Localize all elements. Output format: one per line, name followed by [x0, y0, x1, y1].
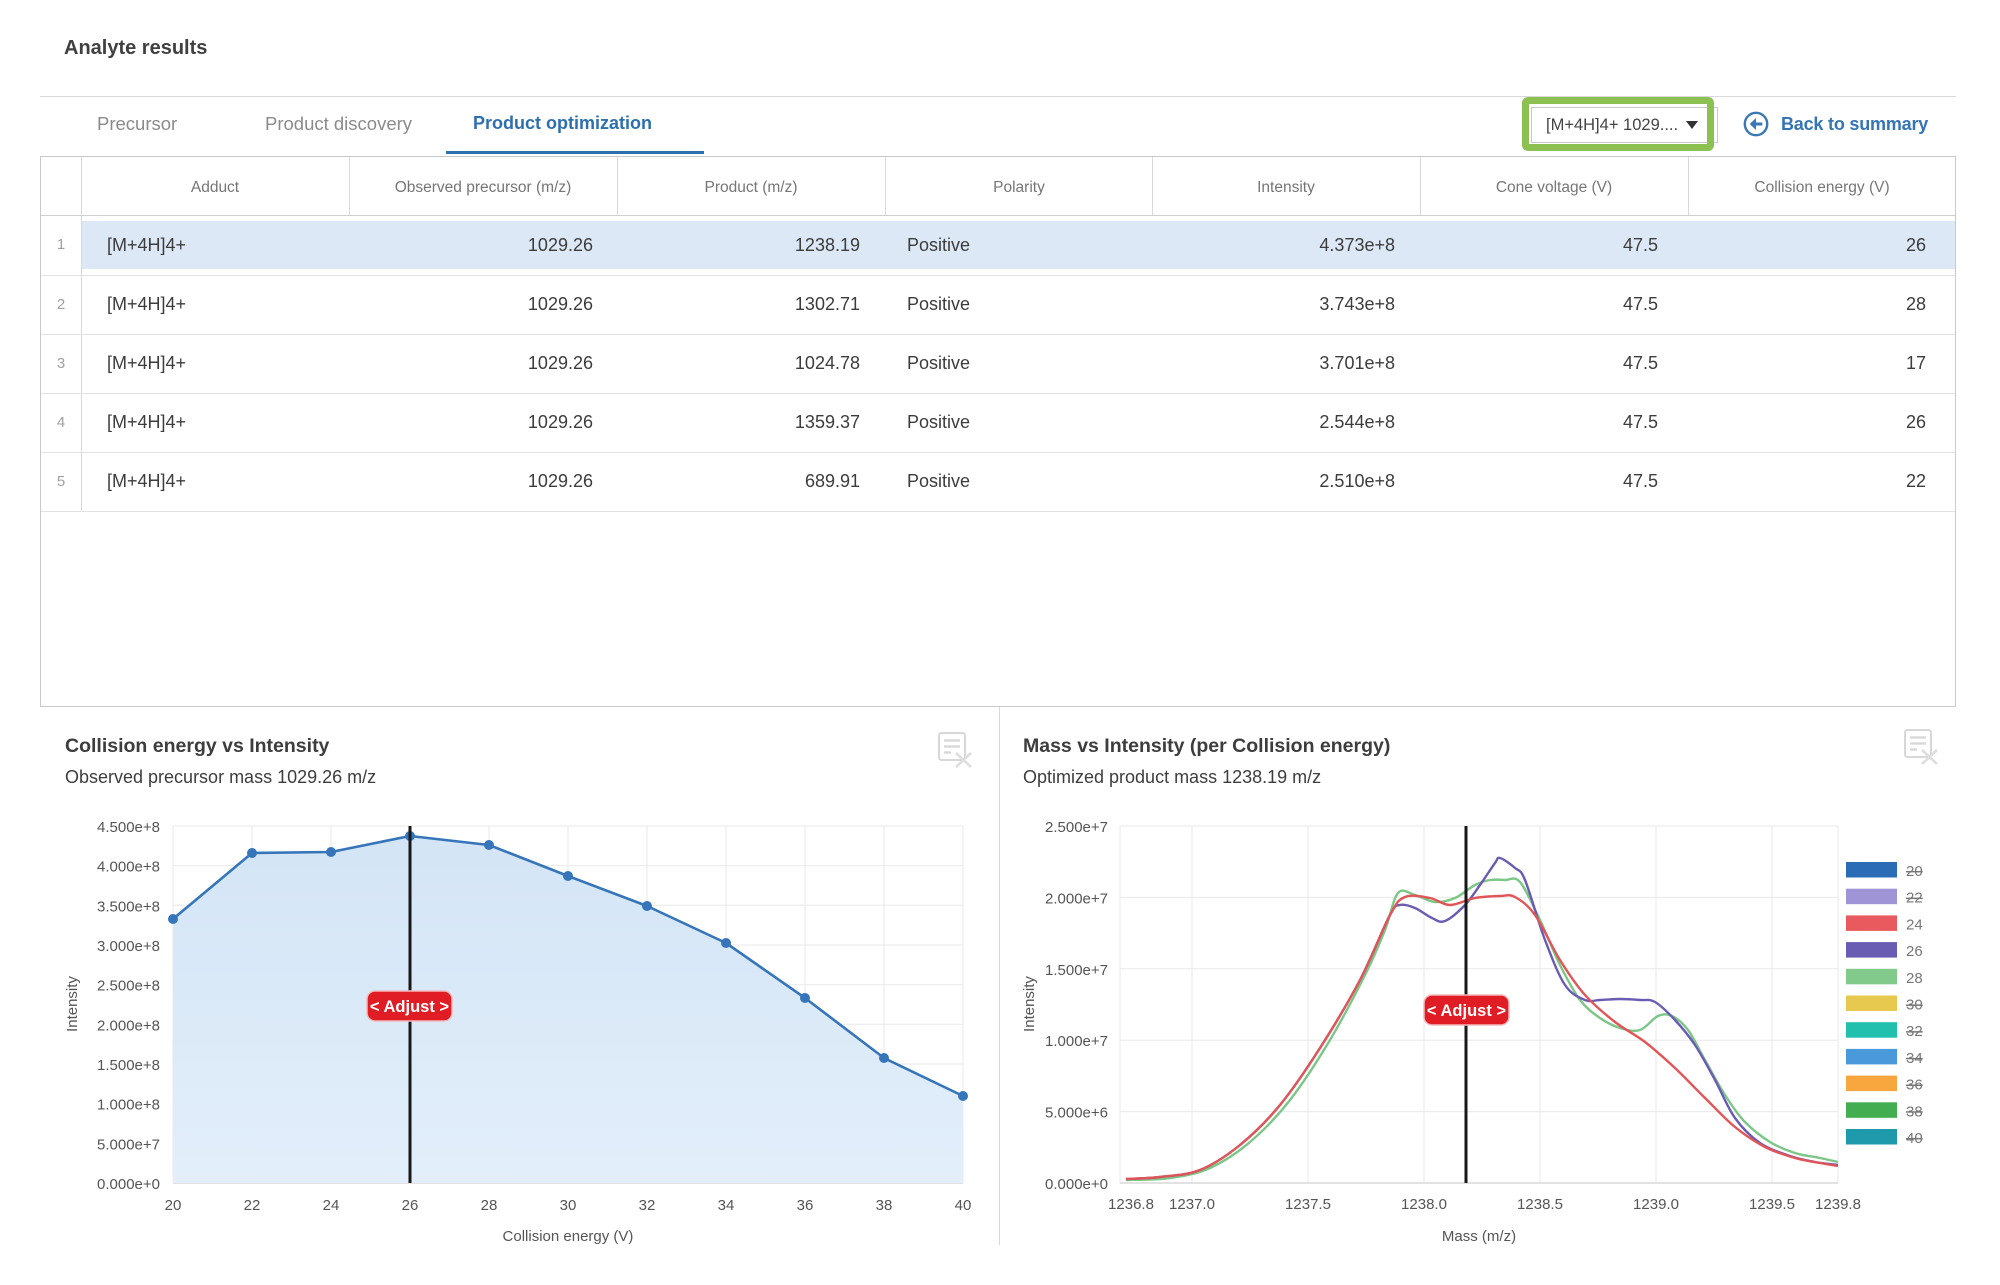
svg-text:20: 20	[1906, 863, 1923, 880]
svg-text:24: 24	[323, 1197, 340, 1214]
svg-text:1239.8: 1239.8	[1815, 1196, 1861, 1213]
svg-text:1239.5: 1239.5	[1749, 1196, 1795, 1213]
svg-text:40: 40	[955, 1197, 972, 1214]
svg-text:20: 20	[165, 1197, 182, 1214]
svg-text:< Adjust >: < Adjust >	[1427, 1002, 1506, 1020]
svg-text:26: 26	[1906, 943, 1923, 960]
svg-text:38: 38	[1906, 1103, 1923, 1120]
svg-text:Collision energy (V): Collision energy (V)	[503, 1228, 634, 1245]
svg-text:34: 34	[1906, 1050, 1923, 1067]
svg-text:40: 40	[1906, 1130, 1923, 1147]
svg-text:22: 22	[1906, 890, 1923, 907]
svg-text:4.500e+8: 4.500e+8	[97, 819, 160, 836]
svg-text:1.500e+7: 1.500e+7	[1045, 962, 1108, 979]
svg-text:32: 32	[1906, 1023, 1923, 1040]
svg-text:3.000e+8: 3.000e+8	[97, 938, 160, 955]
svg-text:2.500e+7: 2.500e+7	[1045, 819, 1108, 836]
svg-text:1237.5: 1237.5	[1285, 1196, 1331, 1213]
svg-text:28: 28	[481, 1197, 498, 1214]
svg-text:24: 24	[1906, 916, 1923, 933]
svg-text:2.500e+8: 2.500e+8	[97, 978, 160, 995]
svg-text:30: 30	[1906, 997, 1923, 1014]
svg-text:Mass (m/z): Mass (m/z)	[1442, 1228, 1516, 1245]
svg-text:1236.8: 1236.8	[1108, 1196, 1154, 1213]
svg-text:1238.5: 1238.5	[1517, 1196, 1563, 1213]
svg-text:1.500e+8: 1.500e+8	[97, 1057, 160, 1074]
svg-text:1.000e+7: 1.000e+7	[1045, 1033, 1108, 1050]
svg-text:2.000e+8: 2.000e+8	[97, 1017, 160, 1034]
svg-text:5.000e+7: 5.000e+7	[97, 1136, 160, 1153]
svg-text:3.500e+8: 3.500e+8	[97, 898, 160, 915]
svg-text:1.000e+8: 1.000e+8	[97, 1097, 160, 1114]
svg-text:0.000e+0: 0.000e+0	[97, 1176, 160, 1193]
svg-text:2.000e+7: 2.000e+7	[1045, 890, 1108, 907]
svg-text:0.000e+0: 0.000e+0	[1045, 1176, 1108, 1193]
svg-text:4.000e+8: 4.000e+8	[97, 859, 160, 876]
svg-text:36: 36	[797, 1197, 814, 1214]
svg-text:22: 22	[244, 1197, 261, 1214]
svg-text:Intensity: Intensity	[1021, 976, 1038, 1032]
svg-text:32: 32	[639, 1197, 656, 1214]
svg-text:28: 28	[1906, 970, 1923, 987]
svg-text:26: 26	[402, 1197, 419, 1214]
svg-text:34: 34	[718, 1197, 735, 1214]
svg-text:1239.0: 1239.0	[1633, 1196, 1679, 1213]
svg-text:< Adjust >: < Adjust >	[370, 998, 449, 1016]
svg-text:5.000e+6: 5.000e+6	[1045, 1105, 1108, 1122]
svg-text:30: 30	[560, 1197, 577, 1214]
svg-text:36: 36	[1906, 1077, 1923, 1094]
svg-text:1237.0: 1237.0	[1169, 1196, 1215, 1213]
svg-text:38: 38	[876, 1197, 893, 1214]
svg-text:1238.0: 1238.0	[1401, 1196, 1447, 1213]
svg-text:Intensity: Intensity	[64, 976, 81, 1032]
